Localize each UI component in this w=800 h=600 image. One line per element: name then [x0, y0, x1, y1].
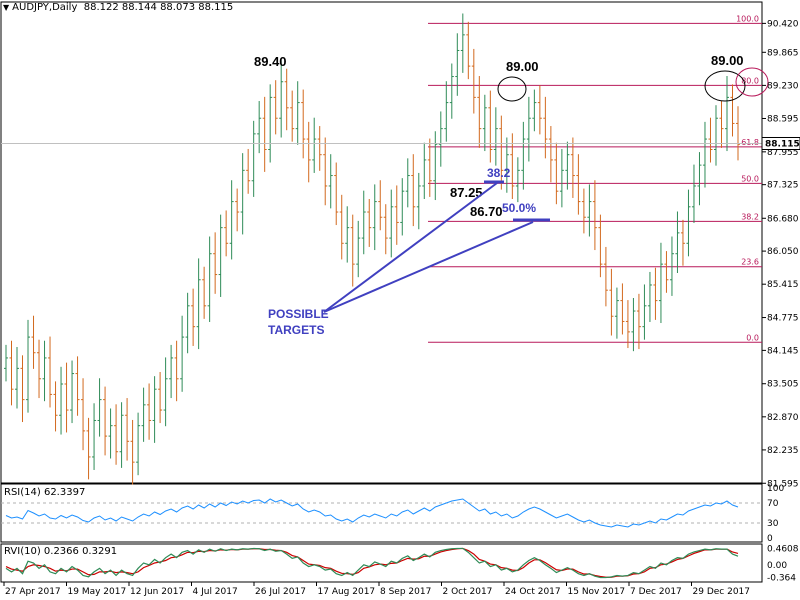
target1-fib-label: 38.2	[487, 166, 511, 180]
triangle-down-icon: ▼	[3, 3, 10, 12]
targets-label: TARGETS	[268, 323, 324, 337]
price-tick-label: 84.145	[767, 346, 799, 356]
price-tick-label: 87.325	[767, 181, 799, 191]
rvi-pane-frame	[0, 543, 763, 583]
price-tick-label: 90.420	[767, 19, 799, 29]
rvi-tick-label: 0.4608	[767, 544, 799, 554]
rsi-label: RSI(14) 62.3397	[4, 487, 86, 498]
fib-level-label: 38.2	[741, 212, 759, 221]
x-tick-label: 27 Apr 2017	[5, 587, 61, 597]
rsi-tick-label: 0	[767, 534, 773, 544]
fib-level-label: 100.0	[736, 14, 759, 23]
symbol-timeframe: AUDJPY,Daily	[12, 2, 78, 13]
price-tick-label: 88.595	[767, 114, 799, 124]
x-tick-label: 24 Oct 2017	[505, 587, 561, 597]
fib-level-label: 80.0	[741, 76, 759, 85]
x-tick-label: 12 Jun 2017	[130, 587, 184, 597]
price-tick-label: 89.865	[767, 48, 799, 58]
price-tick-label: 87.955	[767, 148, 799, 158]
rvi-main-line	[5, 547, 739, 579]
price-tick-label: 82.235	[767, 446, 799, 456]
rvi-signal-line	[5, 547, 739, 578]
peak-mid-circle	[497, 76, 527, 102]
fib-80-circle	[735, 67, 769, 97]
target2-fib-label: 50.0%	[502, 201, 536, 215]
current-price-box	[761, 136, 800, 150]
rsi-tick-label: 30	[767, 519, 779, 529]
peak-mid-label: 89.00	[506, 59, 539, 74]
price-tick-label: 85.415	[767, 280, 799, 290]
x-tick-label: 19 May 2017	[68, 587, 127, 597]
fib-level-label: 0.0	[746, 333, 759, 342]
price-tick-label: 82.870	[767, 413, 799, 423]
ohlc-values: 88.122 88.144 88.073 88.115	[83, 2, 234, 13]
target2-value-label: 86.70	[470, 204, 503, 219]
rsi-tick-label: 100	[767, 484, 784, 494]
x-tick-label: 7 Dec 2017	[630, 587, 682, 597]
x-tick-label: 17 Aug 2017	[318, 587, 376, 597]
price-tick-label: 81.595	[767, 479, 799, 489]
x-tick-label: 8 Sep 2017	[380, 587, 431, 597]
rvi-tick-label: -0.364	[767, 574, 796, 584]
x-tick-label: 26 Jul 2017	[255, 587, 306, 597]
x-tick-label: 15 Nov 2017	[568, 587, 626, 597]
price-tick-label: 83.505	[767, 380, 799, 390]
rvi-label: RVI(10) 0.2366 0.3291	[4, 546, 118, 557]
x-tick-label: 4 Jul 2017	[193, 587, 238, 597]
fib-level-label: 61.8	[741, 138, 759, 147]
x-tick-label: 29 Dec 2017	[693, 587, 751, 597]
rsi-tick-label: 70	[767, 499, 779, 509]
fib-level-label: 50.0	[741, 174, 759, 183]
peak-left-label: 89.40	[254, 54, 287, 69]
arrow-to-target1	[323, 182, 498, 313]
price-pane-frame	[0, 1, 763, 484]
price-tick-label: 89.230	[767, 81, 799, 91]
x-tick-label: 2 Oct 2017	[443, 587, 493, 597]
peak-right-circle	[704, 70, 746, 102]
rsi-pane-frame	[0, 483, 763, 543]
rsi-line	[5, 498, 739, 528]
chart-title: ▼ AUDJPY,Daily 88.122 88.144 88.073 88.11…	[3, 2, 233, 13]
rvi-tick-label: 0.00	[767, 561, 787, 571]
peak-right-label: 89.00	[711, 53, 744, 68]
current-price-label: 88.115	[765, 139, 800, 149]
target1-value-label: 87.25	[450, 185, 483, 200]
price-tick-label: 86.680	[767, 214, 799, 224]
fib-level-label: 23.6	[741, 258, 759, 267]
arrow-to-target2	[323, 221, 534, 313]
possible-label: POSSIBLE	[268, 307, 329, 321]
price-tick-label: 84.775	[767, 314, 799, 324]
price-tick-label: 86.050	[767, 247, 799, 257]
